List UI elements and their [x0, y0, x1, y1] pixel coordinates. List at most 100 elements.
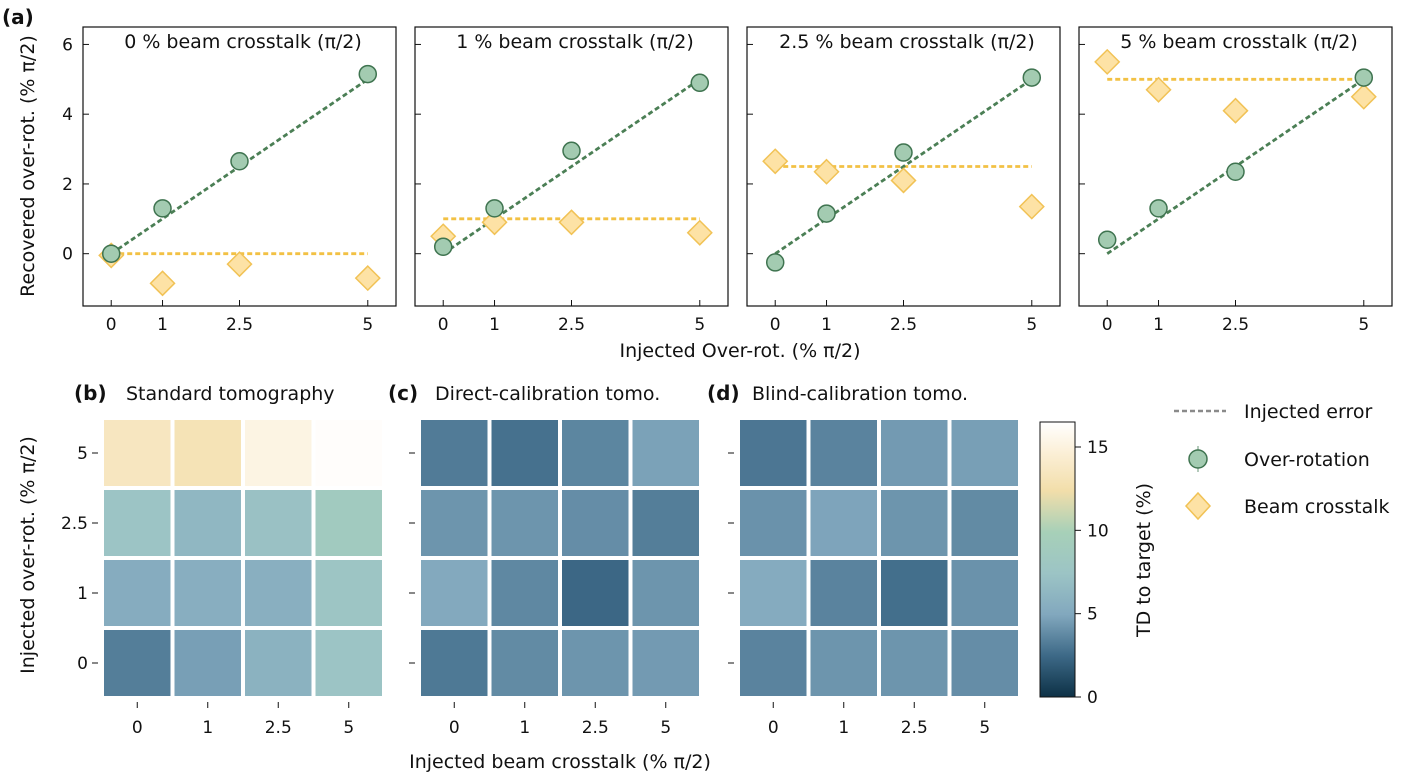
heatmap-cell — [245, 560, 312, 626]
heatmap-d: 0 1 2.5 5 — [728, 420, 1018, 738]
scatter-title-2: 2.5 % beam crosstalk (π/2) — [779, 31, 1035, 53]
panel-label-d: (d) — [707, 381, 740, 405]
heatmap-cell — [810, 560, 877, 626]
crosstalk-point — [354, 265, 381, 292]
scatter-panel-1: 1 % beam crosstalk (π/2) 0 1 2.5 5 — [414, 26, 729, 335]
legend-over-rotation-marker — [1188, 449, 1208, 469]
xtick-label: 2.5 — [890, 315, 917, 335]
heatmap-cell — [421, 420, 488, 486]
over-rotation-point — [101, 244, 121, 263]
ytick-label: 2 — [62, 175, 73, 195]
heatmap-cell — [104, 560, 171, 626]
over-rotation-injected-line — [774, 78, 1033, 255]
ytick-label: 4 — [62, 105, 73, 125]
heatmap-cell — [174, 420, 241, 486]
legend: Injected error Over-rotation Beam crosst… — [1174, 401, 1390, 521]
panel-label-a: (a) — [2, 5, 34, 29]
crosstalk-point — [1094, 48, 1121, 75]
xtick-label: 0 — [770, 315, 781, 335]
heatmap-cell — [491, 490, 558, 556]
heatmap-cell — [740, 420, 807, 486]
ytick-label: 6 — [62, 35, 73, 55]
over-rotation-point — [894, 143, 913, 162]
heatmap-xtick-label: 5 — [660, 718, 671, 738]
crosstalk-point — [149, 270, 176, 297]
heatmap-cell — [245, 420, 312, 486]
scatter-panel-2: 2.5 % beam crosstalk (π/2) 0 1 2.5 5 — [746, 26, 1061, 335]
heatmap-cell — [881, 560, 948, 626]
crosstalk-point — [686, 219, 713, 246]
heatmap-ytick-label: 1 — [77, 584, 88, 604]
colorbar-tick-label: 5 — [1087, 605, 1098, 625]
heatmap-cell — [421, 490, 488, 556]
legend-injected-label: Injected error — [1244, 401, 1372, 423]
ytick-label: 0 — [62, 245, 73, 265]
heatmap-xtick-label: 2.5 — [582, 718, 609, 738]
scatter-title-0: 0 % beam crosstalk (π/2) — [124, 31, 362, 53]
heatmap-cell — [315, 490, 382, 556]
heatmap-xtick-label: 1 — [519, 718, 530, 738]
heatmap-cell — [491, 630, 558, 696]
xtick-label: 2.5 — [226, 315, 253, 335]
scatter-title-3: 5 % beam crosstalk (π/2) — [1120, 31, 1358, 53]
crosstalk-point — [1018, 193, 1045, 220]
over-rotation-point — [358, 64, 378, 84]
heatmap-title-c: Direct-calibration tomo. — [435, 383, 660, 405]
heatmap-cell — [810, 490, 877, 556]
heatmap-cell — [881, 420, 948, 486]
over-rotation-point — [562, 141, 581, 161]
xtick-label: 1 — [489, 315, 500, 335]
heatmap-cell — [951, 560, 1018, 626]
scatter-panel-0: 0 % beam crosstalk (π/2) 0 1 2.5 5 0 2 4 6 — [62, 26, 397, 335]
over-rotation-point — [485, 199, 504, 218]
legend-over-rotation-label: Over-rotation — [1244, 449, 1370, 471]
top-ylabel: Recovered over-rot. (% π/2) — [17, 35, 39, 297]
over-rotation-point — [153, 199, 172, 218]
crosstalk-point — [813, 158, 840, 185]
heatmap-xtick-label: 2.5 — [265, 718, 292, 738]
over-rotation-point — [230, 152, 249, 171]
heatmap-cell — [315, 420, 382, 486]
heatmap-cell — [491, 560, 558, 626]
over-rotation-point — [433, 237, 453, 256]
colorbar-tick-label: 10 — [1087, 521, 1109, 541]
heatmap-cell — [951, 630, 1018, 696]
heatmap-cell — [810, 630, 877, 696]
xtick-label: 5 — [694, 315, 705, 335]
xtick-label: 1 — [821, 315, 832, 335]
over-rotation-point — [1354, 68, 1374, 87]
colorbar: TD to target (%) 0 5 10 15 — [1039, 421, 1155, 708]
over-rotation-point — [1149, 199, 1168, 218]
over-rotation-point — [1097, 230, 1117, 249]
over-rotation-point — [817, 204, 836, 223]
heatmap-cell — [421, 630, 488, 696]
heatmap-cell — [562, 420, 629, 486]
heatmap-xtick-label: 0 — [449, 718, 460, 738]
crosstalk-point — [890, 167, 917, 194]
xtick-label: 1 — [1153, 315, 1164, 335]
heatmap-cell — [104, 630, 171, 696]
crosstalk-point — [226, 251, 253, 278]
heatmap-ytick-label: 0 — [77, 654, 88, 674]
heatmap-cell — [881, 490, 948, 556]
colorbar-tick-label: 0 — [1087, 688, 1098, 708]
heatmap-cell — [174, 560, 241, 626]
xtick-label: 0 — [1102, 315, 1113, 335]
heatmap-cell — [632, 630, 699, 696]
scatter-title-1: 1 % beam crosstalk (π/2) — [456, 31, 694, 53]
crosstalk-point — [762, 148, 789, 175]
heatmap-cell — [562, 490, 629, 556]
heatmap-cell — [632, 560, 699, 626]
heatmap-cell — [421, 560, 488, 626]
xtick-label: 5 — [1358, 315, 1369, 335]
xtick-label: 5 — [1026, 315, 1037, 335]
over-rotation-point — [690, 73, 710, 93]
heatmap-cell — [245, 630, 312, 696]
heatmap-cell — [174, 490, 241, 556]
crosstalk-point — [558, 209, 585, 236]
heatmap-xtick-label: 1 — [838, 718, 849, 738]
heatmap-xlabel: Injected beam crosstalk (% π/2) — [409, 751, 711, 773]
heatmap-xtick-label: 0 — [132, 718, 143, 738]
xtick-label: 0 — [106, 315, 117, 335]
